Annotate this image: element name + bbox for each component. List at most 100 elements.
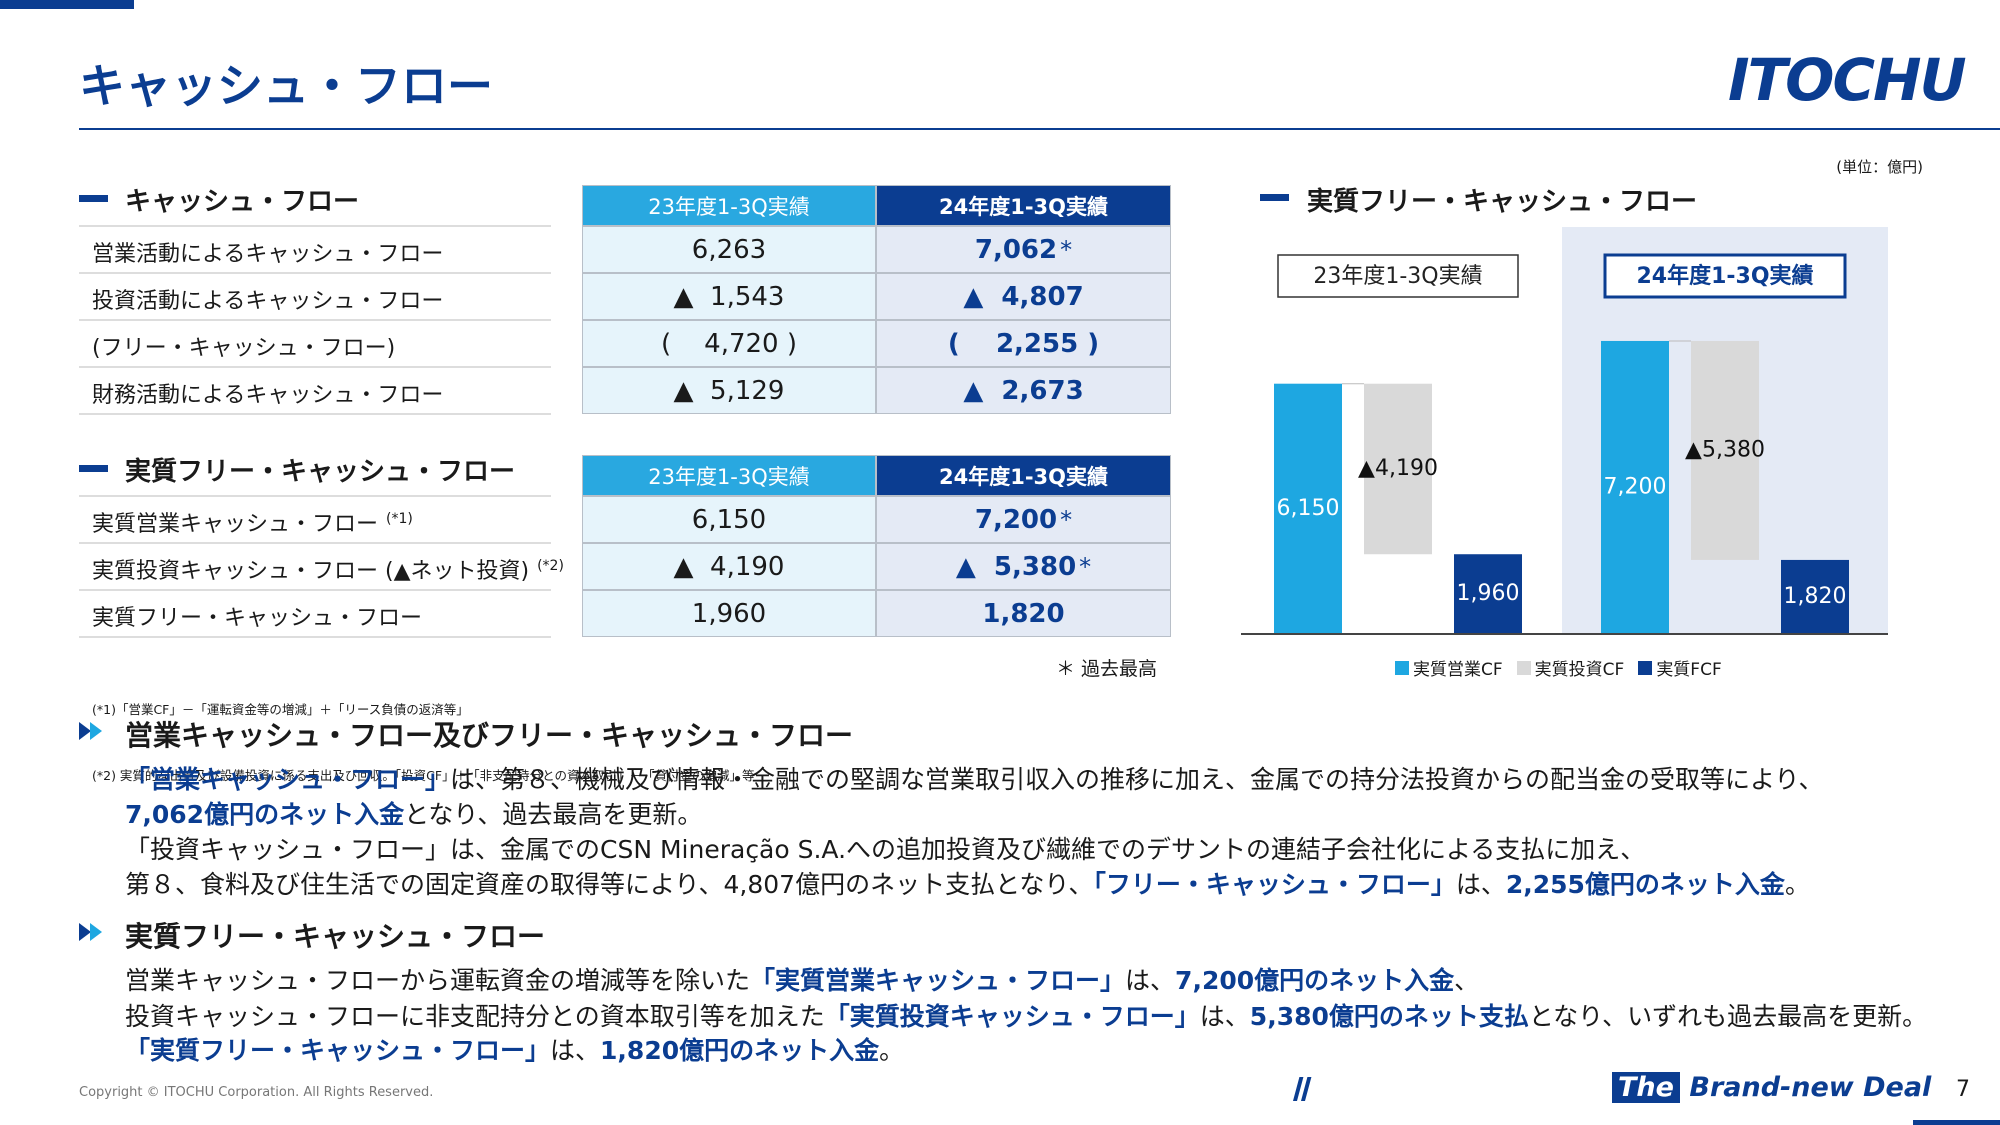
- row-label-text: 実質フリー・キャッシュ・フロー: [92, 606, 423, 631]
- row-label: 実質投資キャッシュ・フロー (▲ネット投資) (*2): [92, 553, 564, 585]
- text: は、第８、機械及び情報・金融での堅調な営業取引収入の推移に加え、金属での持分法投…: [450, 765, 1824, 794]
- page-title: キャッシュ・フロー: [79, 59, 493, 113]
- text: は、: [550, 1036, 601, 1065]
- paragraph-line: 第８、食料及び住生活での固定資産の取得等により、4,807億円のネット支払となり…: [125, 865, 1810, 901]
- cell-text: ▲ 4,190: [673, 551, 785, 582]
- footnote: (*1)「営業CF」－「運転資金等の増減」＋「リース負債の返済等」: [92, 702, 469, 717]
- emphasis: 2,255億円のネット入金: [1505, 870, 1785, 899]
- row-label: 営業活動によるキャッシュ・フロー: [92, 236, 443, 268]
- data-label: ▲5,380: [1685, 437, 1765, 462]
- paragraph-line: 「実質フリー・キャッシュ・フロー」は、1,820億円のネット入金。: [125, 1031, 904, 1067]
- legend-swatch: [1638, 660, 1653, 675]
- table-title: 実質フリー・キャッシュ・フロー: [125, 457, 516, 487]
- chart-title: 実質フリー・キャッシュ・フロー: [1307, 187, 1698, 217]
- bar: [1691, 340, 1759, 560]
- legend-label: 実質FCF: [1656, 660, 1722, 680]
- row-label-text: 財務活動によるキャッシュ・フロー: [92, 383, 444, 408]
- emphasis: 5,380億円のネット支払: [1249, 1002, 1529, 1031]
- cell: ▲ 4,190: [582, 543, 876, 590]
- record-mark: *: [1060, 235, 1073, 264]
- row-label: 財務活動によるキャッシュ・フロー: [92, 377, 443, 409]
- row-label-text: 実質投資キャッシュ・フロー (▲ネット投資): [92, 559, 530, 584]
- cell: 6,150: [582, 496, 876, 543]
- cell: ( 2,255 ): [876, 320, 1171, 367]
- cell: 7,062 *: [876, 226, 1171, 273]
- bar: [1781, 559, 1849, 634]
- text: となり、いずれも過去最高を更新。: [1528, 1002, 1928, 1031]
- category-label: 23年度1-3Q実績: [1313, 264, 1482, 289]
- cell: ▲ 1,543: [582, 273, 876, 320]
- cell-text: ▲ 5,129: [673, 375, 785, 406]
- bar: [1454, 554, 1522, 634]
- data-label: 6,150: [1277, 496, 1340, 521]
- data-label: 1,820: [1784, 584, 1847, 609]
- unit-note: (単位：億円): [1836, 158, 1923, 176]
- legend-swatch: [1395, 660, 1409, 675]
- emphasis: 「実質フリー・キャッシュ・フロー」: [125, 1036, 551, 1065]
- row-label-text: 投資活動によるキャッシュ・フロー: [92, 289, 444, 314]
- page-number: 7: [1956, 1077, 1970, 1102]
- category-box: [1277, 254, 1519, 298]
- text: は、: [1455, 870, 1506, 899]
- cell: 7,200 *: [876, 496, 1171, 543]
- category-label: 24年度1-3Q実績: [1636, 263, 1813, 289]
- text: となり、過去最高を更新。: [404, 800, 703, 829]
- corner-bar: [0, 0, 134, 9]
- cell-text: 7,200: [974, 504, 1058, 535]
- footnote: (*2) 実質的な出資及び設備投資に係る支出及び回収。「投資CF」＋「非支配持分…: [92, 768, 755, 783]
- cell: 6,263: [582, 226, 876, 273]
- bar: [1364, 383, 1432, 555]
- cell-text: ( 2,255 ): [947, 328, 1100, 359]
- text: は、: [1199, 1002, 1250, 1031]
- emphasis: 「実質営業キャッシュ・フロー」: [750, 966, 1126, 995]
- section-title: 営業キャッシュ・フロー及びフリー・キャッシュ・フロー: [125, 719, 854, 752]
- text: 「投資キャッシュ・フロー」は、金属でのCSN Mineração S.A.への追…: [125, 835, 1646, 864]
- cell: 1,820: [876, 590, 1171, 637]
- copyright: Copyright © ITOCHU Corporation. All Righ…: [79, 1085, 434, 1100]
- cell-text: 6,263: [691, 234, 767, 265]
- legend-item: 実質FCF: [1638, 655, 1722, 680]
- legend-item: 実質投資CF: [1516, 655, 1625, 680]
- text: 営業キャッシュ・フローから運転資金の増減等を除いた: [125, 966, 751, 995]
- legend: 実質営業CF 実質投資CF 実質FCF: [1395, 655, 1722, 680]
- paragraph-line: 「投資キャッシュ・フロー」は、金属でのCSN Mineração S.A.への追…: [125, 830, 1645, 866]
- row-label-sup: (*1): [386, 510, 413, 527]
- cell: ▲ 4,807: [876, 273, 1171, 320]
- row-label-text: (フリー・キャッシュ・フロー): [92, 336, 396, 361]
- row-label-sup: (*2): [537, 557, 564, 574]
- emphasis: 「フリー・キャッシュ・フロー」: [1093, 870, 1456, 899]
- data-label: ▲4,190: [1358, 456, 1438, 481]
- cell-text: 7,062: [974, 234, 1058, 265]
- cell: ▲ 2,673: [876, 367, 1171, 414]
- legend-label: 実質投資CF: [1534, 660, 1625, 680]
- section-icon: [79, 722, 102, 941]
- text: 。: [1784, 870, 1810, 899]
- chart-title-dash: [1260, 194, 1289, 201]
- column-header: 23年度1-3Q実績: [582, 455, 876, 496]
- data-label: 7,200: [1604, 474, 1667, 499]
- record-mark: *: [1079, 552, 1092, 581]
- emphasis: 7,062億円のネット入金: [125, 800, 405, 829]
- legend-label: 実質営業CF: [1413, 660, 1503, 680]
- slogan-the: The: [1612, 1072, 1680, 1103]
- cell-text: ( 4,720 ): [660, 328, 798, 359]
- paragraph-line: 「営業キャッシュ・フロー」は、第８、機械及び情報・金融での堅調な営業取引収入の推…: [125, 760, 1824, 796]
- emphasis: 「実質投資キャッシュ・フロー」: [824, 1002, 1200, 1031]
- legend-item: 実質営業CF: [1395, 655, 1503, 680]
- text: は、: [1125, 966, 1176, 995]
- cell: ▲ 5,380 *: [876, 543, 1171, 590]
- section-title: 実質フリー・キャッシュ・フロー: [125, 920, 546, 953]
- emphasis: 1,820億円のネット入金: [600, 1036, 880, 1065]
- section-dash: [79, 195, 108, 202]
- section-dash: [79, 465, 108, 472]
- text: 投資キャッシュ・フローに非支配持分との資本取引等を加えた: [125, 1002, 825, 1031]
- column-header: 24年度1-3Q実績: [876, 185, 1171, 226]
- row-label: 実質営業キャッシュ・フロー (*1): [92, 506, 413, 538]
- row-label-text: 実質営業キャッシュ・フロー: [92, 512, 379, 537]
- row-label: 実質フリー・キャッシュ・フロー: [92, 600, 422, 632]
- bar: [1274, 383, 1342, 634]
- slogan-text: Brand-new Deal: [1689, 1072, 1932, 1103]
- row-label-text: 営業活動によるキャッシュ・フロー: [92, 242, 444, 267]
- legend-swatch: [1516, 660, 1531, 675]
